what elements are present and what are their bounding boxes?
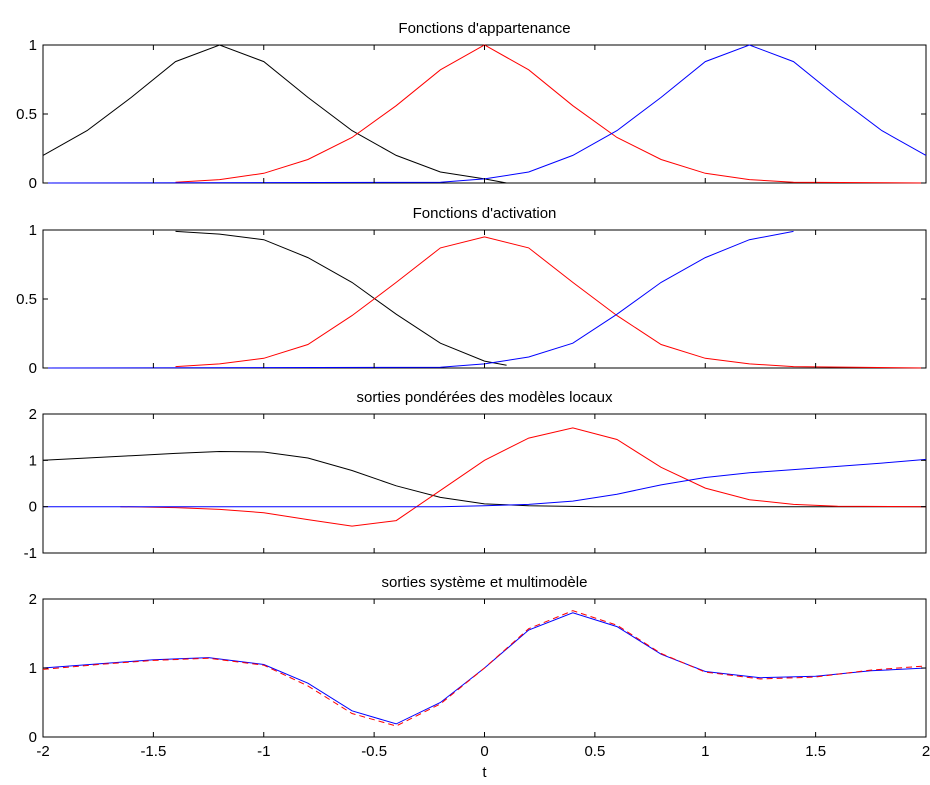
series-line-1: [42, 450, 926, 508]
ytick-label: -1: [24, 545, 37, 562]
ytick-label: 2: [29, 406, 37, 423]
plot-title: sorties système et multimodèle: [382, 574, 588, 591]
axes-frame: [42, 413, 927, 554]
series-line-2: [120, 427, 927, 527]
subplot-2: Fonctions d'activation 0 0.5 1: [16, 205, 927, 377]
subplot-3: sorties pondérées des modèles locaux -1 0 1…: [24, 389, 927, 562]
ytick-label: 0: [29, 729, 37, 746]
ytick-label: 1: [29, 452, 37, 469]
plot-title: Fonctions d'appartenance: [398, 20, 570, 37]
ytick-label: 0: [29, 499, 37, 516]
axes-frame: [42, 229, 927, 369]
xtick-label: -1.5: [140, 743, 166, 760]
series-line-3: [43, 458, 927, 508]
subplot-4: sorties système et multimodèle 0 1 2 -2 -1.5 -…: [29, 574, 930, 781]
xtick-label: -0.5: [361, 743, 387, 760]
xtick-label: 0: [480, 743, 488, 760]
ytick-label: 2: [29, 591, 37, 608]
series-line-3: [175, 44, 927, 184]
series-line-2: [42, 610, 927, 727]
plot-title: Fonctions d'activation: [413, 205, 557, 222]
series-line-4: [42, 230, 794, 369]
series-line-3: [175, 236, 927, 369]
series-line-1: [175, 230, 507, 366]
plot-title: sorties pondérées des modèles locaux: [357, 389, 613, 406]
subplot-1: Fonctions d'appartenance 0 0.5 1: [16, 20, 927, 192]
xtick-label: 1.5: [805, 743, 826, 760]
axes-frame: [42, 44, 927, 184]
xtick-label: -2: [36, 743, 49, 760]
xtick-label: 1: [701, 743, 709, 760]
ytick-label: 0: [29, 175, 37, 192]
xtick-label: -1: [257, 743, 270, 760]
series-line-1: [42, 44, 507, 184]
x-axis-label: t: [482, 764, 487, 781]
ytick-label: 1: [29, 222, 37, 239]
xtick-label: 2: [922, 743, 930, 760]
ytick-label: 0: [29, 360, 37, 377]
xtick-label: 0.5: [584, 743, 605, 760]
ytick-label: 1: [29, 37, 37, 54]
ytick-label: 1: [29, 660, 37, 677]
ytick-label: 0.5: [16, 106, 37, 123]
ytick-label: 0.5: [16, 291, 37, 308]
